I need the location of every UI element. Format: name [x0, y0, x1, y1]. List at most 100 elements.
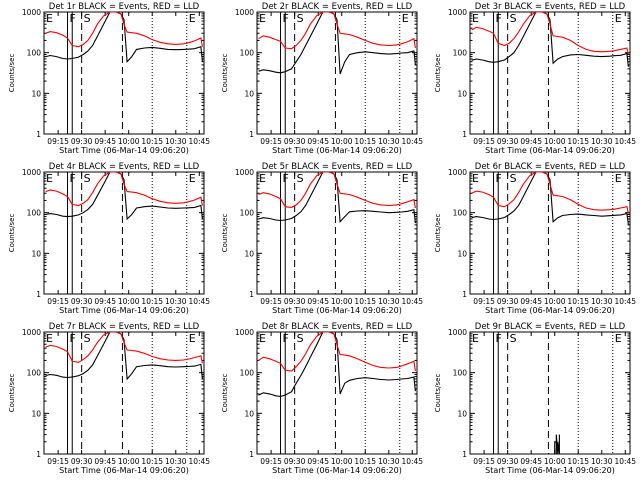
x-tick-label: 10:30	[591, 457, 613, 466]
x-tick-label: 10:30	[378, 137, 400, 146]
time-marker-label: E	[472, 332, 479, 345]
detector-chart-2: Det 2r BLACK = Events, RED = LLD 1 10 100 10…	[221, 2, 423, 155]
y-tick-label: 1	[36, 450, 41, 459]
x-tick-label: 09:45	[94, 137, 116, 146]
time-marker-label: E	[615, 332, 622, 345]
x-tick-label: 10:30	[591, 297, 613, 306]
panel-title: Det 8r BLACK = Events, RED = LLD	[262, 322, 413, 332]
x-tick-label: 10:45	[188, 457, 210, 466]
time-marker-label: E	[259, 12, 266, 25]
x-tick-label: 09:15	[473, 137, 495, 146]
x-tick-label: 09:45	[520, 297, 542, 306]
time-marker-label: E	[615, 172, 622, 185]
x-tick-label: 10:15	[354, 457, 376, 466]
y-axis-label: Counts/sec	[8, 54, 16, 93]
x-tick-label: 10:45	[401, 297, 423, 306]
detector-chart-4: Det 4r BLACK = Events, RED = LLD 1 10 100 10…	[8, 162, 210, 315]
time-marker-label: E	[189, 172, 196, 185]
time-marker-label: S	[297, 12, 304, 25]
y-tick-label: 1000	[448, 328, 467, 337]
panel-title: Det 7r BLACK = Events, RED = LLD	[49, 322, 200, 332]
time-marker-label: E	[402, 12, 409, 25]
detector-panel-3: Det 3r BLACK = Events, RED = LLD 1 10 100 10…	[426, 0, 638, 160]
x-tick-label: 09:45	[307, 457, 329, 466]
y-tick-label: 100	[27, 209, 42, 218]
x-axis-label: Start Time (06-Mar-14 09:06:20)	[272, 146, 402, 155]
x-tick-label: 10:45	[188, 297, 210, 306]
panel-title: Det 6r BLACK = Events, RED = LLD	[475, 162, 626, 172]
x-tick-label: 09:30	[497, 457, 519, 466]
time-marker-label: E	[189, 12, 196, 25]
y-axis-label: Counts/sec	[221, 374, 229, 413]
detector-panel-2: Det 2r BLACK = Events, RED = LLD 1 10 100 10…	[213, 0, 425, 160]
detector-panel-9: Det 9r BLACK = Events, RED = LLD 1 10 100 10…	[426, 320, 638, 480]
detector-chart-9: Det 9r BLACK = Events, RED = LLD 1 10 100 10…	[434, 322, 636, 475]
x-tick-label: 10:45	[401, 137, 423, 146]
x-tick-label: 10:45	[614, 297, 636, 306]
detector-chart-1: Det 1r BLACK = Events, RED = LLD 1 10 100 10…	[8, 2, 210, 155]
x-tick-label: 10:30	[591, 137, 613, 146]
x-axis-label: Start Time (06-Mar-14 09:06:20)	[272, 306, 402, 315]
y-tick-label: 10	[244, 249, 254, 258]
series-line-lld	[471, 172, 629, 214]
y-tick-label: 10	[31, 249, 41, 258]
y-tick-label: 1	[462, 290, 467, 299]
panel-title: Det 4r BLACK = Events, RED = LLD	[49, 162, 200, 172]
y-tick-label: 10	[457, 409, 467, 418]
x-tick-label: 09:45	[520, 457, 542, 466]
x-tick-label: 10:15	[354, 297, 376, 306]
detector-chart-6: Det 6r BLACK = Events, RED = LLD 1 10 100 10…	[434, 162, 636, 315]
detector-panel-7: Det 7r BLACK = Events, RED = LLD 1 10 100 10…	[0, 320, 212, 480]
x-tick-label: 10:15	[567, 457, 589, 466]
y-tick-label: 100	[240, 209, 255, 218]
y-tick-label: 100	[453, 209, 468, 218]
time-marker-label: E	[402, 172, 409, 185]
y-axis-label: Counts/sec	[434, 374, 442, 413]
x-tick-label: 09:15	[47, 137, 69, 146]
y-tick-label: 100	[453, 369, 468, 378]
x-tick-label: 09:15	[260, 457, 282, 466]
x-axis-label: Start Time (06-Mar-14 09:06:20)	[59, 466, 189, 475]
y-tick-label: 1000	[22, 168, 41, 177]
panel-title: Det 5r BLACK = Events, RED = LLD	[262, 162, 413, 172]
time-marker-label: E	[259, 332, 266, 345]
y-tick-label: 1	[462, 450, 467, 459]
y-tick-label: 1	[462, 130, 467, 139]
x-tick-label: 09:15	[260, 297, 282, 306]
time-marker-label: S	[84, 172, 91, 185]
x-tick-label: 10:30	[378, 297, 400, 306]
time-marker-label: S	[84, 332, 91, 345]
detector-panel-1: Det 1r BLACK = Events, RED = LLD 1 10 100 10…	[0, 0, 212, 160]
y-tick-label: 100	[27, 49, 42, 58]
x-tick-label: 09:30	[497, 297, 519, 306]
series-line-lld	[258, 332, 416, 372]
panel-title: Det 1r BLACK = Events, RED = LLD	[49, 2, 200, 12]
panel-title: Det 9r BLACK = Events, RED = LLD	[475, 322, 626, 332]
y-tick-label: 100	[240, 369, 255, 378]
x-tick-label: 10:00	[544, 457, 566, 466]
detector-panel-5: Det 5r BLACK = Events, RED = LLD 1 10 100 10…	[213, 160, 425, 320]
x-tick-label: 09:45	[307, 137, 329, 146]
x-tick-label: 10:15	[567, 297, 589, 306]
x-tick-label: 10:15	[354, 137, 376, 146]
x-tick-label: 10:00	[331, 457, 353, 466]
y-tick-label: 1000	[235, 8, 254, 17]
time-marker-label: E	[472, 172, 479, 185]
series-line-lld	[45, 332, 203, 364]
y-tick-label: 1000	[22, 8, 41, 17]
x-tick-label: 10:15	[141, 297, 163, 306]
time-marker-label: S	[510, 332, 517, 345]
y-tick-label: 10	[244, 89, 254, 98]
time-marker-label: E	[46, 12, 53, 25]
series-line-lld	[258, 172, 416, 209]
time-marker-label: E	[46, 332, 53, 345]
x-tick-label: 09:45	[94, 297, 116, 306]
x-tick-label: 09:15	[47, 297, 69, 306]
detector-chart-5: Det 5r BLACK = Events, RED = LLD 1 10 100 10…	[221, 162, 423, 315]
y-axis-label: Counts/sec	[434, 214, 442, 253]
y-tick-label: 1	[249, 290, 254, 299]
time-marker-label: S	[297, 172, 304, 185]
y-axis-label: Counts/sec	[221, 54, 229, 93]
y-tick-label: 1	[36, 290, 41, 299]
x-tick-label: 09:15	[473, 297, 495, 306]
